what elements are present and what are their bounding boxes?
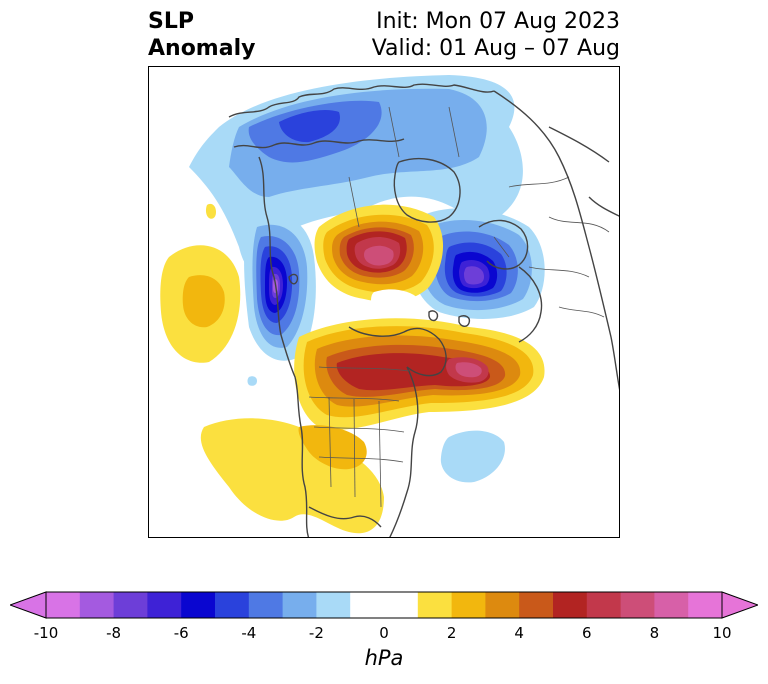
asia-coast-east bbox=[493, 90, 619, 391]
slp-anomaly-map bbox=[160, 75, 619, 537]
colorbar-bin bbox=[417, 592, 453, 618]
canada-positive-anomaly bbox=[294, 318, 545, 430]
colorbar-bin bbox=[586, 592, 622, 618]
title-anomaly: Anomaly bbox=[148, 36, 256, 61]
init-date: Init: Mon 07 Aug 2023 bbox=[376, 9, 620, 34]
colorbar-tick-label: -10 bbox=[33, 624, 59, 642]
colorbar-bin bbox=[519, 592, 554, 618]
colorbar-tick-label: 6 bbox=[582, 624, 592, 642]
colorbar-tick-label: -6 bbox=[173, 624, 189, 642]
title-left: SLP Anomaly bbox=[148, 8, 255, 62]
colorbar-bin bbox=[620, 592, 655, 618]
colorbar-bin bbox=[688, 592, 723, 618]
title-slp: SLP bbox=[148, 9, 194, 34]
colorbar-bin bbox=[181, 592, 216, 618]
colorbar-bin bbox=[147, 592, 182, 618]
colorbar-bin bbox=[451, 592, 486, 618]
colorbar bbox=[10, 591, 758, 619]
colorbar-tick-label: 2 bbox=[446, 624, 457, 642]
pacific-positive-anomaly bbox=[160, 203, 241, 363]
pole-white-gap bbox=[371, 289, 420, 313]
contour-pos3 bbox=[182, 275, 225, 328]
political-borders bbox=[308, 106, 610, 508]
colorbar-ticks: -10 -8 -6 -4 -2 0 2 4 6 8 10 bbox=[0, 624, 768, 644]
colorbar-bin bbox=[485, 592, 520, 618]
colorbar-low-extension bbox=[10, 591, 47, 619]
colorbar-tick-label: -2 bbox=[308, 624, 324, 642]
coastlines bbox=[228, 83, 543, 537]
colorbar-tick-label: 4 bbox=[514, 624, 524, 642]
title-right: Init: Mon 07 Aug 2023 Valid: 01 Aug – 07… bbox=[372, 8, 620, 62]
colorbar-bin bbox=[46, 592, 81, 618]
contour-pos8 bbox=[455, 362, 482, 378]
colorbar-outline bbox=[45, 591, 723, 619]
colorbar-bin bbox=[215, 592, 250, 618]
colorbar-tick-label: 8 bbox=[649, 624, 660, 642]
colorbar-bin bbox=[553, 592, 588, 618]
colorbar-tick-label: 10 bbox=[712, 624, 732, 642]
kara-sea-negative-anomaly bbox=[410, 208, 545, 319]
pacific-small-negative bbox=[247, 376, 257, 386]
colorbar-tick-label: -4 bbox=[241, 624, 257, 642]
colorbar-bin bbox=[282, 592, 317, 618]
colorbar-bin bbox=[384, 592, 419, 618]
contour-neg8 bbox=[464, 266, 485, 285]
small-pos2 bbox=[205, 203, 216, 219]
colorbar-bin bbox=[79, 592, 115, 618]
colorbar-bin bbox=[350, 592, 385, 618]
colorbar-tick-label: 0 bbox=[379, 624, 389, 642]
colorbar-bin bbox=[316, 592, 351, 618]
contour-neg5 bbox=[279, 110, 340, 143]
colorbar-unit: hPa bbox=[364, 646, 404, 670]
atlantic-negative-anomaly bbox=[440, 430, 505, 483]
colorbar-bin bbox=[248, 592, 284, 618]
valid-range: Valid: 01 Aug – 07 Aug bbox=[371, 36, 620, 61]
map-panel bbox=[148, 66, 620, 538]
colorbar-high-extension bbox=[721, 591, 758, 619]
colorbar-bins bbox=[46, 592, 723, 618]
contour-pos8 bbox=[364, 245, 394, 266]
colorbar-tick-label: -8 bbox=[106, 624, 122, 642]
colorbar-bin bbox=[113, 592, 148, 618]
alaska-negative-anomaly bbox=[244, 213, 316, 361]
arctic-positive-anomaly bbox=[314, 204, 444, 302]
colorbar-bin bbox=[654, 592, 689, 618]
